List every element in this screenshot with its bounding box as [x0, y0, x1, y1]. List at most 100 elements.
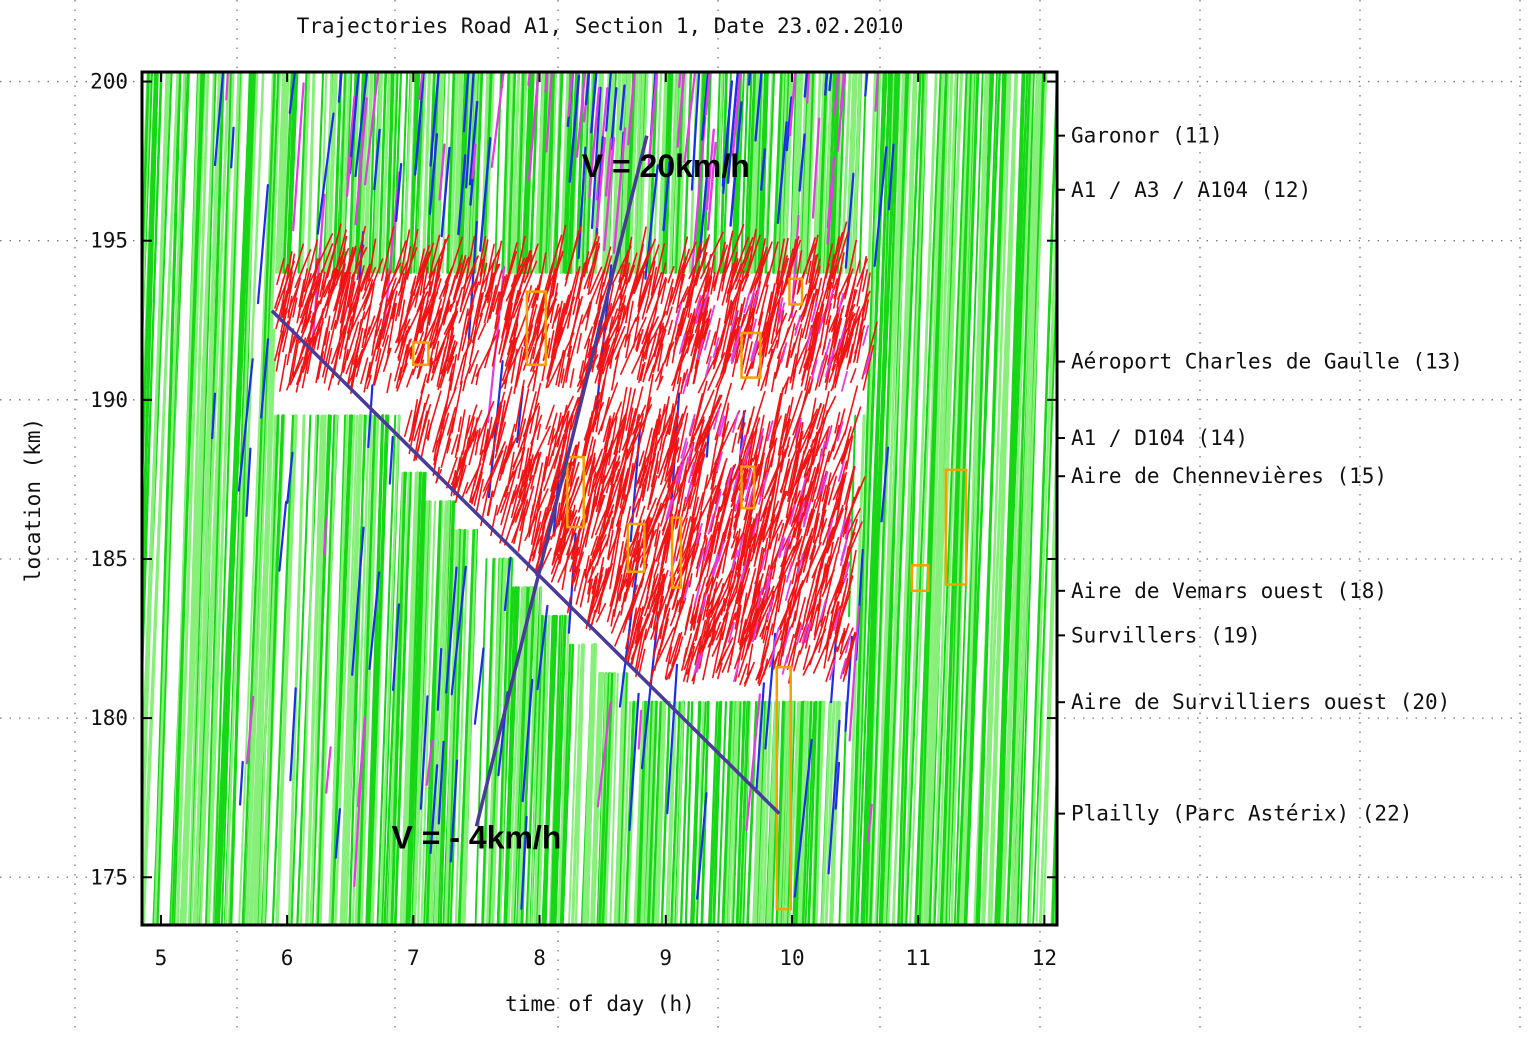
trajectory-segment — [716, 817, 717, 846]
trajectory-segment — [367, 874, 368, 903]
trajectory-segment — [335, 903, 336, 932]
trajectory-segment — [886, 588, 887, 617]
trajectory-segment — [132, 502, 133, 531]
trajectory-segment — [132, 158, 133, 187]
trajectory-segment — [918, 530, 919, 559]
trajectory-segment — [379, 158, 380, 187]
trajectory-segment — [170, 72, 171, 101]
trajectory-segment — [106, 359, 107, 388]
trajectory-segment — [370, 444, 371, 473]
trajectory-segment — [267, 788, 268, 817]
trajectory-segment — [392, 101, 393, 130]
trajectory-segment — [391, 502, 392, 531]
trajectory-segment — [532, 760, 533, 789]
trajectory-segment — [576, 788, 577, 817]
trajectory-segment — [703, 874, 704, 903]
trajectory-segment — [130, 530, 131, 559]
trajectory-segment — [847, 129, 848, 158]
trajectory-segment — [115, 129, 116, 158]
trajectory-segment — [956, 731, 957, 760]
trajectory-segment — [103, 416, 104, 445]
trajectory-segment — [375, 616, 376, 645]
trajectory-segment — [352, 559, 353, 588]
trajectory-segment — [1022, 416, 1023, 445]
trajectory-segment — [1082, 273, 1083, 302]
trajectory-segment — [105, 645, 106, 674]
trajectory-segment — [887, 129, 888, 158]
trajectory-segment — [89, 817, 90, 846]
trajectory-segment — [715, 788, 716, 817]
trajectory-segment — [137, 330, 138, 359]
trajectory-segment — [842, 129, 843, 158]
trajectory-segment — [382, 760, 383, 789]
trajectory-segment — [116, 330, 117, 359]
trajectory-segment — [895, 330, 896, 359]
trajectory-segment — [301, 817, 302, 846]
trajectory-segment — [119, 158, 120, 187]
trajectory-segment — [122, 129, 123, 158]
trajectory-segment — [124, 273, 125, 302]
trajectory-segment — [127, 817, 128, 846]
trajectory-segment — [136, 387, 137, 416]
trajectory-segment — [996, 129, 997, 158]
trajectory-segment — [94, 903, 95, 932]
trajectory-segment — [121, 788, 122, 817]
trajectory-segment — [460, 760, 461, 789]
trajectory-segment — [579, 731, 580, 760]
trajectory-segment — [273, 330, 274, 359]
trajectory-segment — [350, 616, 351, 645]
trajectory-segment — [703, 845, 704, 874]
trajectory-segment — [1066, 588, 1067, 617]
trajectory-segment — [380, 473, 381, 502]
trajectory-segment — [304, 101, 305, 130]
trajectory-segment — [124, 444, 125, 473]
trajectory-segment — [906, 760, 907, 789]
trajectory-segment — [115, 273, 116, 302]
trajectory-segment — [93, 502, 94, 531]
trajectory-segment — [201, 273, 202, 302]
trajectory-segment — [796, 903, 797, 932]
trajectory-segment — [100, 731, 101, 760]
trajectory-segment — [743, 903, 744, 932]
trajectory-segment — [345, 760, 346, 789]
trajectory-segment — [128, 301, 129, 330]
trajectory-segment — [915, 444, 916, 473]
trajectory-segment — [129, 559, 130, 588]
trajectory-segment — [1059, 101, 1060, 130]
trajectory-segment — [1028, 244, 1029, 273]
trajectory-segment — [122, 158, 123, 187]
trajectory-segment — [95, 903, 96, 932]
trajectory-segment — [136, 502, 137, 531]
trajectory-segment — [363, 845, 364, 874]
trajectory-segment — [118, 187, 119, 216]
trajectory-segment — [876, 473, 877, 502]
trajectory-segment — [992, 588, 993, 617]
trajectory-segment — [1070, 760, 1071, 789]
trajectory-segment — [379, 502, 380, 531]
trajectory-segment — [580, 702, 581, 731]
trajectory-segment — [889, 502, 890, 531]
trajectory-segment — [277, 788, 278, 817]
trajectory-segment — [199, 359, 200, 388]
trajectory-segment — [351, 588, 352, 617]
trajectory-segment — [91, 588, 92, 617]
trajectory-segment — [926, 760, 927, 789]
trajectory-segment — [636, 215, 637, 244]
trajectory-segment — [272, 674, 273, 703]
trajectory-segment — [86, 731, 87, 760]
trajectory-segment — [103, 645, 104, 674]
trajectory-segment — [995, 502, 996, 531]
trajectory-segment — [393, 72, 394, 101]
trajectory-segment — [384, 702, 385, 731]
trajectory-segment — [129, 588, 130, 617]
trajectory-segment — [105, 101, 106, 130]
trajectory-segment — [136, 473, 137, 502]
trajectory-segment — [375, 473, 376, 502]
trajectory-segment — [303, 817, 304, 846]
trajectory-segment — [123, 817, 124, 846]
trajectory-segment — [133, 473, 134, 502]
trajectory-segment — [123, 158, 124, 187]
trajectory-segment — [275, 588, 276, 617]
trajectory-segment — [106, 129, 107, 158]
trajectory-segment — [933, 129, 934, 158]
